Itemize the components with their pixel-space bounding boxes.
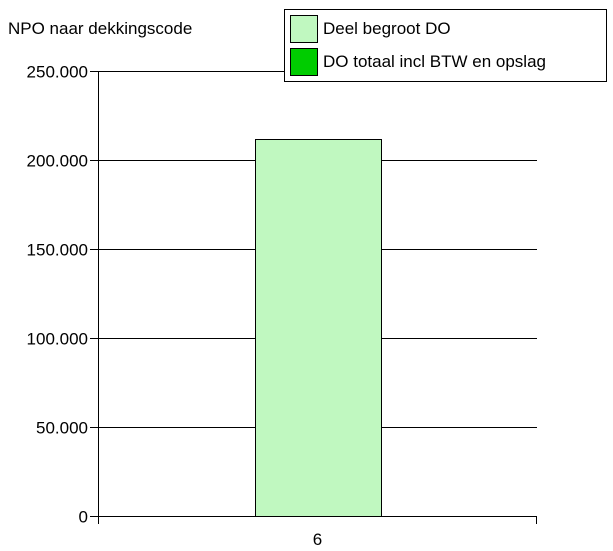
legend-item-do-totaal: DO totaal incl BTW en opslag	[290, 48, 546, 76]
legend-swatch-do-totaal	[290, 48, 318, 76]
x-tick-label: 6	[313, 530, 322, 549]
y-tick-label: 150.000	[27, 241, 88, 260]
y-tick-label: 0	[79, 508, 88, 527]
y-tick-label: 50.000	[36, 419, 88, 438]
y-tick-labels: 0 50.000 100.000 150.000 200.000 250.000	[27, 63, 88, 527]
legend-swatch-deel-begroot-do	[290, 15, 318, 43]
y-tick-label: 250.000	[27, 63, 88, 82]
bar-deel-begroot-do-6	[255, 139, 382, 517]
legend-item-deel-begroot-do: Deel begroot DO	[290, 15, 451, 43]
y-tick-label: 100.000	[27, 330, 88, 349]
axes	[98, 71, 537, 524]
legend-label-deel-begroot-do: Deel begroot DO	[323, 19, 451, 38]
legend: Deel begroot DO DO totaal incl BTW en op…	[284, 9, 607, 82]
x-tick-labels: 6	[313, 530, 322, 549]
bars	[255, 139, 382, 517]
chart-title: NPO naar dekkingscode	[8, 19, 193, 38]
legend-label-do-totaal: DO totaal incl BTW en opslag	[323, 52, 546, 71]
y-tick-label: 200.000	[27, 152, 88, 171]
